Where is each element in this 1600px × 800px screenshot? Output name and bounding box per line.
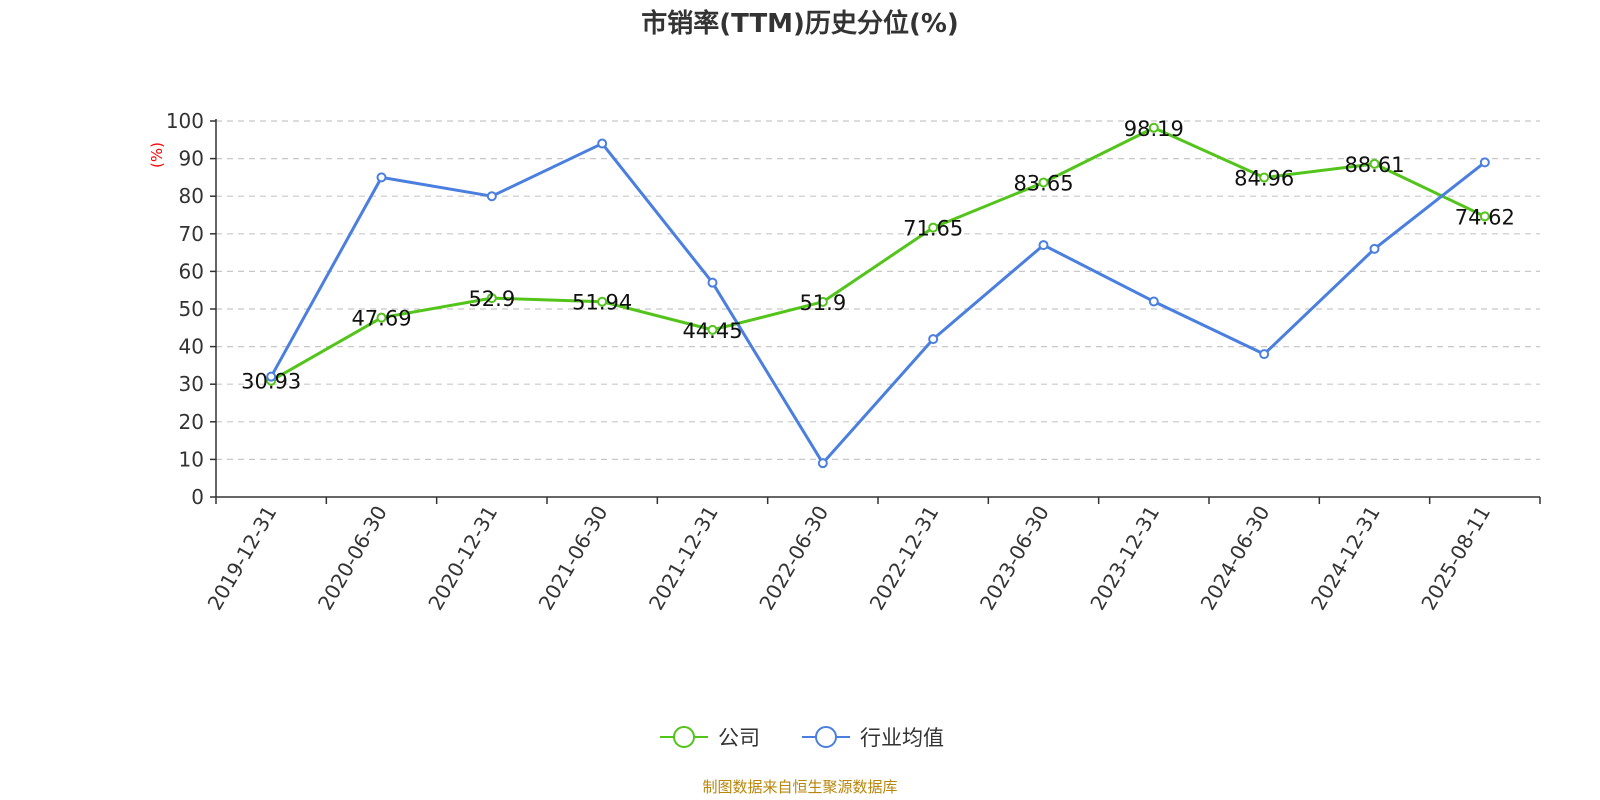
data-label: 83.65: [1013, 171, 1073, 195]
axes: 0 10 20 30 40 50 60 70 80 90 100 2019-12-31 2020-06-…: [166, 109, 1541, 615]
data-point[interactable]: [1148, 122, 1159, 133]
x-tick-label: 2024-06-30: [1196, 502, 1275, 615]
legend-marker-icon: [815, 726, 837, 748]
legend-item-1[interactable]: 行业均值: [802, 726, 944, 750]
data-label: 84.96: [1234, 167, 1294, 191]
data-label: 47.69: [351, 307, 411, 331]
data-label: 71.65: [903, 217, 963, 241]
data-label: 52.9: [468, 287, 515, 311]
data-point[interactable]: [707, 324, 718, 335]
x-tick-label: 2025-08-11: [1416, 502, 1495, 615]
data-point[interactable]: [376, 312, 387, 323]
data-point[interactable]: [486, 191, 497, 202]
series-layer: [266, 122, 1490, 469]
data-point[interactable]: [597, 138, 608, 149]
x-tick-label: 2023-06-30: [975, 502, 1054, 615]
data-point[interactable]: [1369, 158, 1380, 169]
data-point[interactable]: [1259, 172, 1270, 183]
data-point[interactable]: [266, 371, 277, 382]
data-point[interactable]: [817, 296, 828, 307]
legend-marker-icon: [673, 726, 695, 748]
data-labels: 30.93 47.69 52.9 51.94 44.45 51.9 71.65 83.65 98…: [241, 117, 1515, 394]
data-point[interactable]: [376, 172, 387, 183]
chart-title: 市销率(TTM)历史分位(%): [641, 8, 959, 39]
series-line-1: [269, 142, 1486, 465]
data-label: 51.9: [799, 291, 846, 315]
y-unit-label: (%): [148, 142, 166, 168]
data-point[interactable]: [928, 334, 939, 345]
data-label: 98.19: [1124, 117, 1184, 141]
legend-item-0[interactable]: 公司: [660, 726, 760, 750]
x-tick-label: 2023-12-31: [1085, 502, 1164, 615]
y-tick-label: 40: [179, 335, 204, 359]
data-point[interactable]: [597, 296, 608, 307]
legend-label: 行业均值: [860, 726, 944, 750]
x-tick-label: 2022-06-30: [754, 502, 833, 615]
legend[interactable]: 公司 行业均值: [660, 726, 944, 750]
data-point[interactable]: [1369, 243, 1380, 254]
x-tick-label: 2020-12-31: [423, 502, 502, 615]
data-point[interactable]: [1038, 177, 1049, 188]
x-tick-label: 2024-12-31: [1306, 502, 1385, 615]
y-tick-label: 70: [179, 222, 204, 246]
series-line-0: [270, 126, 1486, 383]
data-label: 88.61: [1344, 153, 1404, 177]
y-tick-label: 90: [179, 147, 204, 171]
data-point[interactable]: [1479, 211, 1490, 222]
y-tick-label: 0: [191, 485, 204, 509]
x-tick-label: 2022-12-31: [865, 502, 944, 615]
x-tick-label: 2020-06-30: [313, 502, 392, 615]
data-point[interactable]: [817, 458, 828, 469]
x-tick-label: 2021-06-30: [534, 502, 613, 615]
y-tick-label: 10: [179, 447, 204, 471]
data-point[interactable]: [486, 293, 497, 304]
y-tick-label: 30: [179, 372, 204, 396]
data-label: 74.62: [1455, 205, 1515, 229]
x-tick-label: 2019-12-31: [203, 502, 282, 615]
x-tick-label: 2021-12-31: [644, 502, 723, 615]
legend-label: 公司: [718, 726, 760, 750]
y-tick-label: 50: [179, 297, 204, 321]
data-label: 51.94: [572, 291, 632, 315]
y-tick-label: 60: [179, 259, 204, 283]
data-point[interactable]: [1259, 349, 1270, 360]
y-tick-label: 20: [179, 410, 204, 434]
data-point[interactable]: [928, 222, 939, 233]
grid: [216, 120, 1540, 460]
data-point[interactable]: [1038, 240, 1049, 251]
data-point[interactable]: [707, 277, 718, 288]
data-label: 44.45: [682, 319, 742, 343]
y-tick-label: 100: [166, 109, 204, 133]
y-tick-label: 80: [179, 184, 204, 208]
data-point[interactable]: [1479, 157, 1490, 168]
data-point[interactable]: [1148, 296, 1159, 307]
data-label: 30.93: [241, 370, 301, 394]
source-note: 制图数据来自恒生聚源数据库: [702, 778, 897, 796]
